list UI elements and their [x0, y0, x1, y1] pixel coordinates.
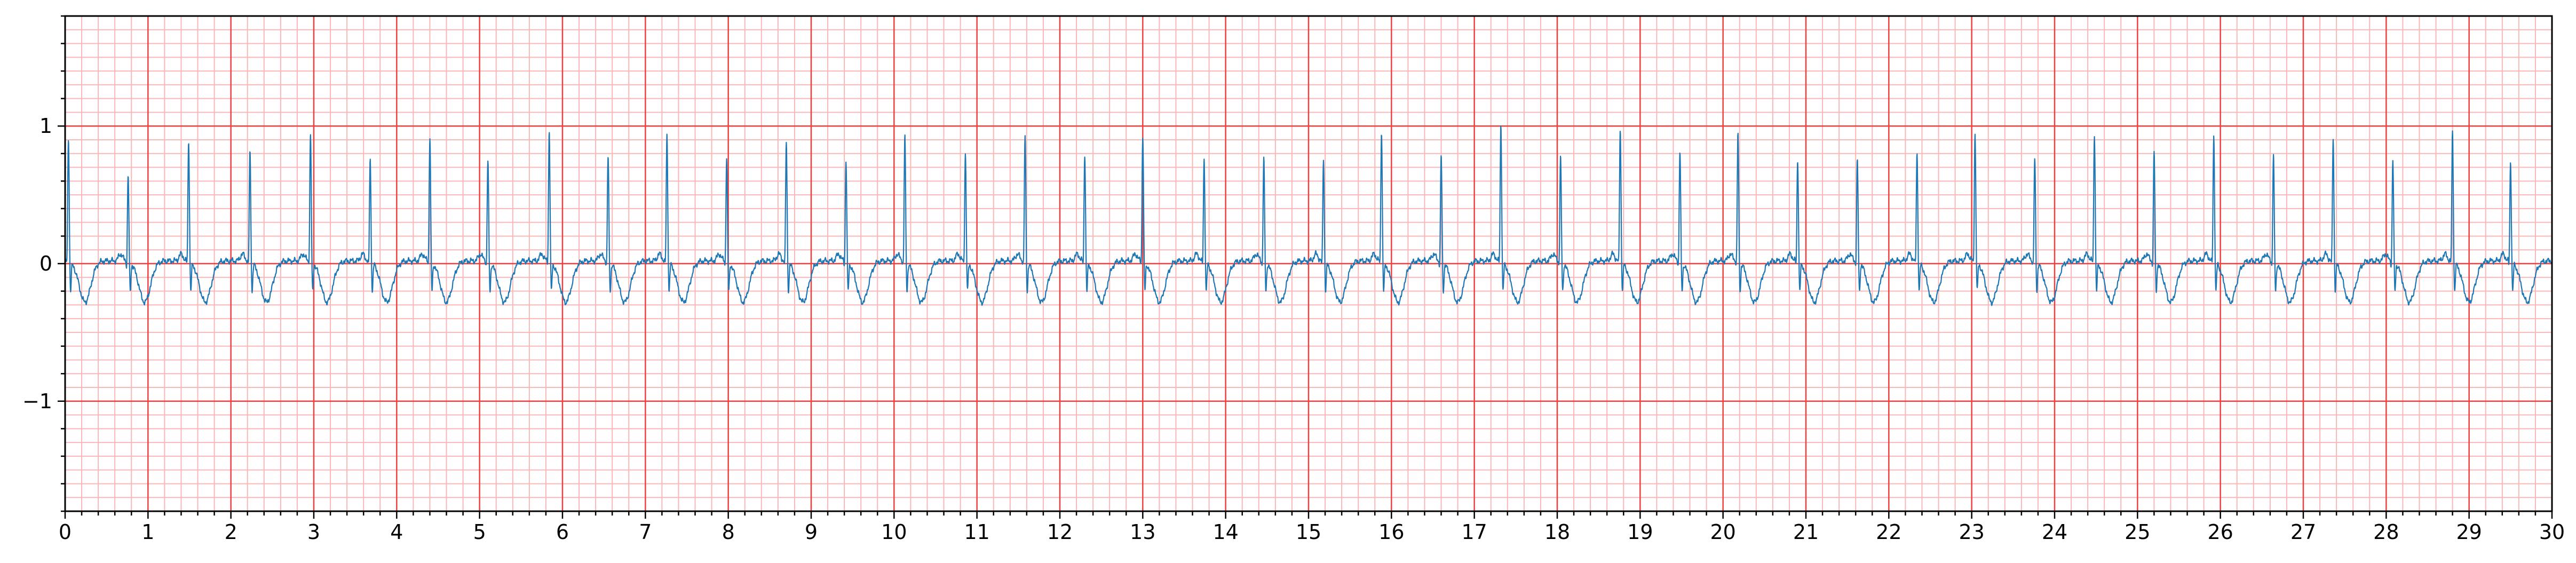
x-tick-label: 22: [1876, 520, 1901, 544]
beat-peak-point: [1500, 123, 1501, 124]
x-tick-label: 4: [390, 520, 403, 544]
major-grid: [64, 16, 2553, 511]
ecg-signal-line: [65, 125, 2553, 306]
beat-peak-point: [1560, 156, 1561, 157]
x-tick-label: 18: [1544, 520, 1570, 544]
beat-peak-point: [2452, 130, 2453, 131]
y-tick-label: −1: [22, 390, 52, 413]
beat-peak-point: [1916, 150, 1917, 152]
x-tick-label: 16: [1378, 520, 1404, 544]
x-tick-label: 5: [473, 520, 486, 544]
signal-layer: [65, 123, 2553, 306]
x-tick-label: 23: [1959, 520, 1984, 544]
beat-peak-point: [249, 150, 250, 152]
beat-peak-point: [549, 130, 550, 131]
x-tick-label: 10: [881, 520, 907, 544]
beat-peak-point: [2392, 158, 2393, 160]
x-tick-label: 20: [1710, 520, 1735, 544]
x-tick-label: 27: [2290, 520, 2316, 544]
x-tick-label: 19: [1627, 520, 1653, 544]
y-tick-label: 0: [39, 252, 52, 275]
beat-peak-point: [2153, 150, 2154, 152]
x-tick-label: 13: [1130, 520, 1155, 544]
x-tick-label: 12: [1047, 520, 1073, 544]
x-tick-label: 6: [556, 520, 569, 544]
x-axis: 0 1 2 3 4 5 6 7 8 9 10 11 12 13 14 15 16 17 18 19 20 21 22 23 24…: [59, 511, 2565, 544]
beat-peak-point: [1857, 158, 1858, 160]
beat-peak-point: [1620, 127, 1621, 128]
x-tick-label: 17: [1461, 520, 1487, 544]
beat-peak-point: [1084, 152, 1085, 153]
beat-peak-point: [1679, 149, 1681, 150]
x-tick-label: 0: [59, 520, 72, 544]
beat-peak-point: [1381, 130, 1382, 131]
beat-peak-point: [68, 135, 69, 136]
x-tick-label: 25: [2125, 520, 2150, 544]
beat-peak-point: [1025, 134, 1026, 135]
beat-peak-point: [2510, 160, 2511, 161]
beat-peak-point: [607, 154, 608, 155]
beat-peak-point: [1975, 131, 1976, 132]
x-tick-label: 2: [225, 520, 237, 544]
beat-peak-point: [1738, 131, 1739, 132]
x-tick-label: 14: [1212, 520, 1238, 544]
beat-peak-point: [2034, 157, 2035, 158]
x-tick-label: 15: [1296, 520, 1321, 544]
x-tick-label: 28: [2373, 520, 2399, 544]
beat-peak-point: [1323, 157, 1324, 158]
beat-peak-point: [2333, 137, 2334, 138]
x-tick-label: 30: [2539, 520, 2565, 544]
beat-peak-point: [786, 141, 787, 142]
beat-peak-point: [965, 150, 966, 152]
x-tick-label: 24: [2042, 520, 2067, 544]
y-tick-label: 1: [39, 114, 52, 138]
x-tick-label: 21: [1793, 520, 1819, 544]
beat-peak-point: [726, 157, 727, 158]
beat-peak-point: [370, 157, 371, 158]
beat-peak-point: [845, 158, 846, 160]
beat-peak-point: [1203, 157, 1204, 158]
beat-peak-point: [2213, 134, 2214, 135]
beat-peak-point: [2273, 154, 2274, 155]
x-tick-label: 9: [805, 520, 818, 544]
beat-peak-point: [310, 132, 311, 133]
x-tick-label: 29: [2456, 520, 2482, 544]
x-tick-label: 1: [141, 520, 154, 544]
beat-peak-point: [2094, 131, 2095, 132]
x-tick-label: 26: [2207, 520, 2233, 544]
beat-peak-point: [1142, 132, 1143, 133]
x-tick-label: 11: [964, 520, 989, 544]
beat-peak-point: [667, 134, 668, 135]
beat-peak-point: [1441, 154, 1442, 155]
beat-peak-point: [128, 173, 129, 175]
beat-peak-point: [188, 138, 189, 139]
beat-peak-point: [1797, 157, 1798, 158]
x-tick-label: 7: [639, 520, 652, 544]
beat-peak-point: [429, 135, 430, 136]
beat-peak-point: [905, 134, 906, 135]
x-tick-label: 3: [307, 520, 320, 544]
beat-peak-point: [1263, 157, 1264, 158]
y-axis: −1 0 1: [22, 15, 65, 512]
beat-peak-point: [487, 158, 488, 160]
x-tick-label: 8: [722, 520, 735, 544]
